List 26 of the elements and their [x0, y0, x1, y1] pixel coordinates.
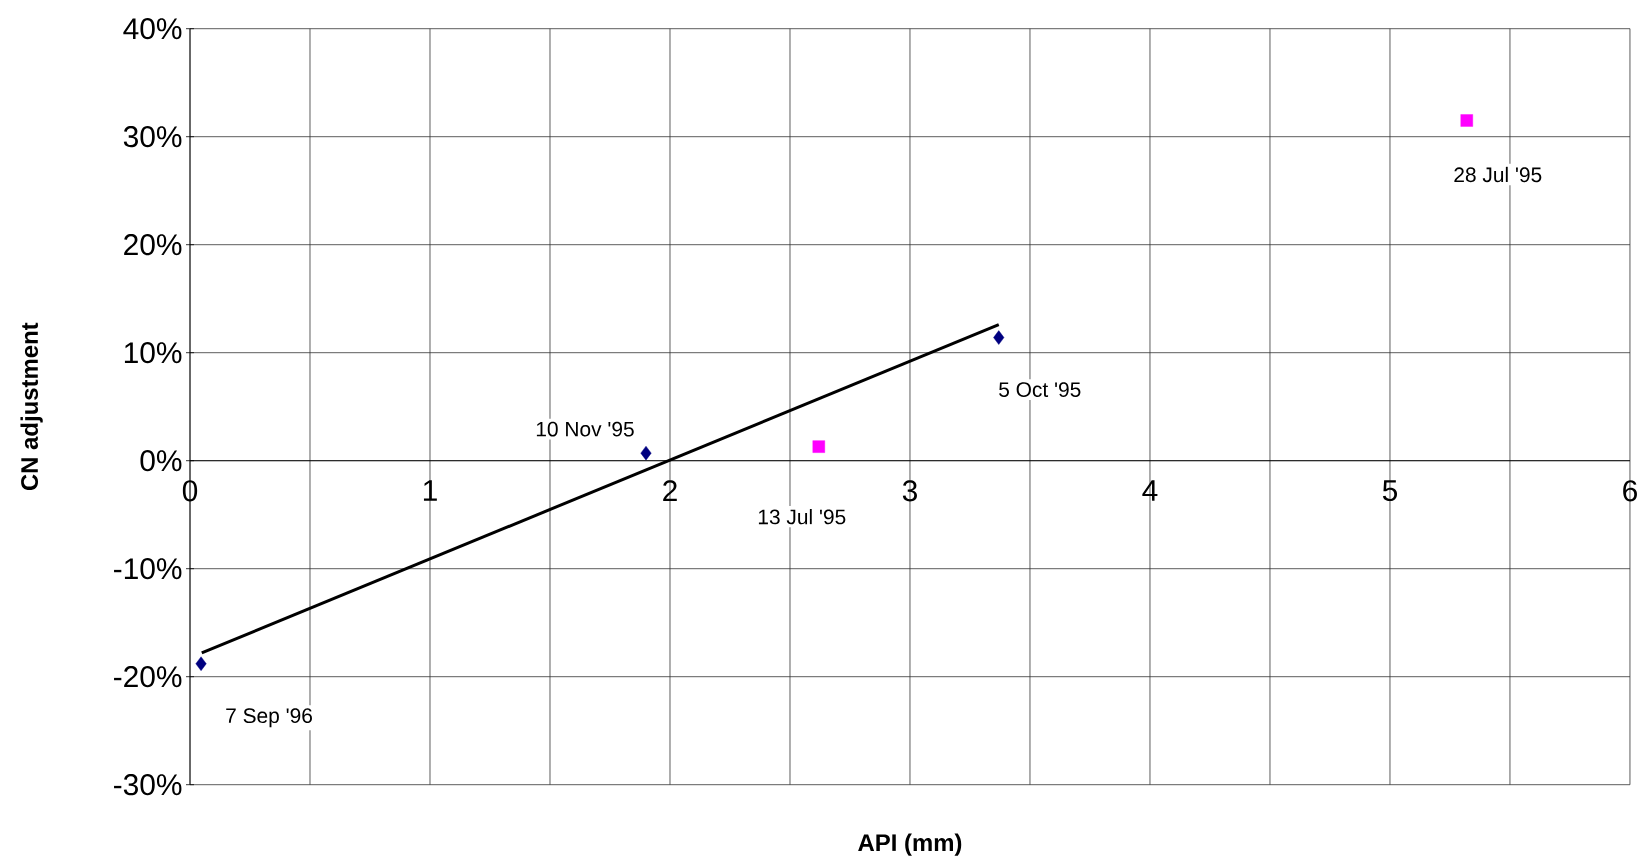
- y-tick-label: 10%: [124, 342, 182, 364]
- y-axis-title: CN adjustment: [20, 322, 43, 491]
- annotation: 10 Nov '95: [536, 421, 634, 437]
- y-tick-label: -10%: [114, 558, 182, 580]
- y-tick-label: 0%: [140, 450, 182, 472]
- annotation: 28 Jul '95: [1454, 166, 1542, 183]
- y-tick-label: 30%: [123, 126, 182, 148]
- x-tick-label: 4: [1142, 480, 1158, 501]
- annotation: 13 Jul '95: [758, 508, 846, 525]
- point: [812, 440, 825, 453]
- point: [993, 330, 1005, 345]
- y-tick-label: -30%: [114, 774, 182, 796]
- point: [195, 656, 207, 671]
- y-tick-label: 20%: [124, 234, 182, 256]
- y-tick-label: 40%: [123, 18, 182, 40]
- x-tick-label: 5: [1382, 480, 1398, 502]
- annotation: 5 Oct '95: [999, 382, 1081, 397]
- x-axis-title: API (mm): [858, 833, 962, 856]
- point: [640, 445, 652, 461]
- point: [1460, 114, 1473, 127]
- x-tick-label: 1: [423, 480, 437, 501]
- x-tick-label: 6: [1623, 480, 1637, 502]
- annotation: 7 Sep '96: [226, 708, 312, 728]
- y-tick-label: -20%: [114, 666, 182, 688]
- x-tick-label: 2: [663, 480, 677, 502]
- x-tick-label: 3: [902, 480, 917, 502]
